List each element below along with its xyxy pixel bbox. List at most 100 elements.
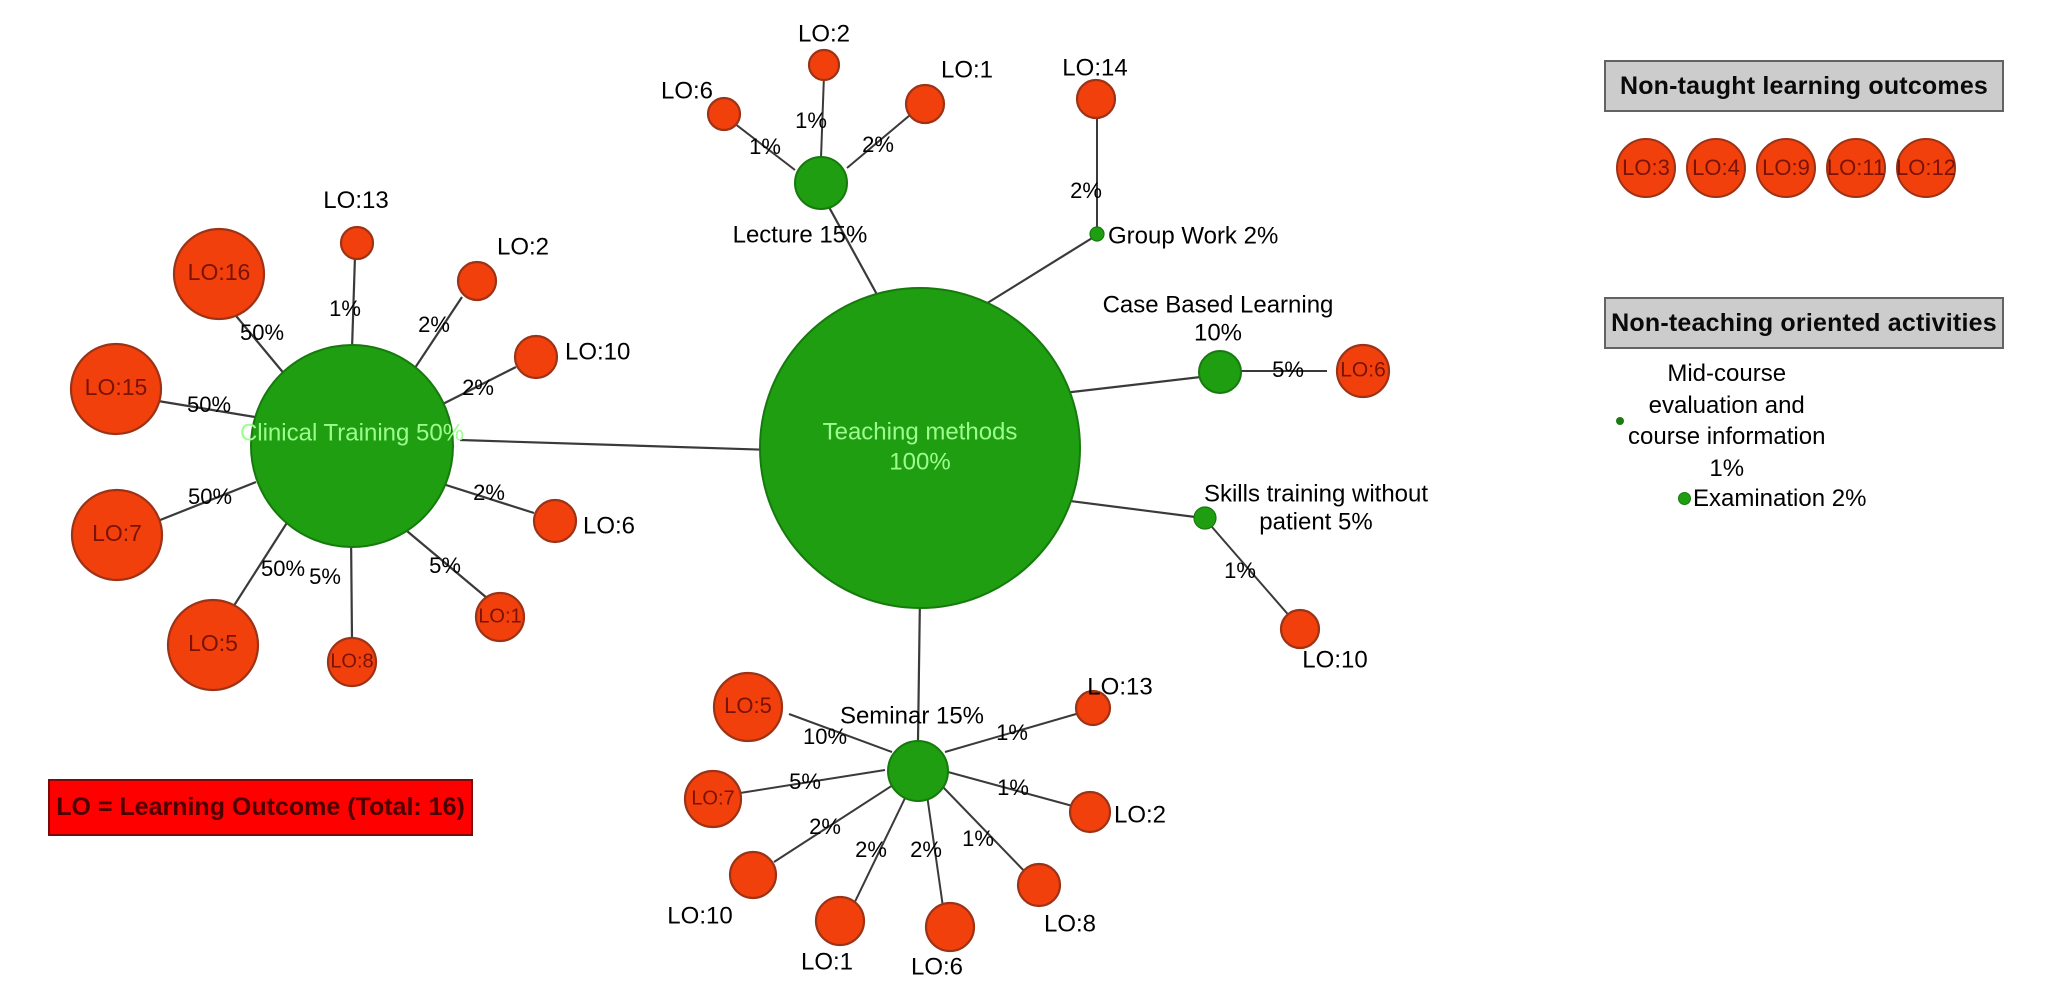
legend-midcourse-line1: Mid-course bbox=[1667, 360, 1787, 387]
node-clinical-training[interactable] bbox=[250, 344, 454, 548]
node-seminar-lo5[interactable] bbox=[712, 671, 784, 743]
edge-center-lecture bbox=[823, 197, 881, 301]
edge-skills-lo10 bbox=[1211, 526, 1293, 620]
legend-midcourse-row: Mid-course evaluation and course informa… bbox=[1616, 358, 1996, 485]
edge-clinical-lo8 bbox=[349, 531, 354, 641]
node-seminar-lo8-label: LO:8 bbox=[1044, 910, 1096, 937]
legend-lo-chip[interactable]: LO:4 bbox=[1686, 138, 1746, 198]
pct-lecture-lo6: 1% bbox=[749, 134, 781, 159]
node-clinical-lo5[interactable] bbox=[166, 598, 260, 692]
green-dot-icon bbox=[1678, 492, 1691, 506]
pct-clinical-lo2: 2% bbox=[418, 312, 450, 337]
node-group-work[interactable] bbox=[1089, 226, 1105, 242]
node-clinical-lo13-label: LO:13 bbox=[323, 187, 388, 214]
legend-lo-chip[interactable]: LO:3 bbox=[1616, 138, 1676, 198]
legend-non-teaching-header: Non-teaching oriented activities bbox=[1604, 297, 2004, 349]
edge-clinical-lo5 bbox=[227, 517, 291, 616]
node-clinical-lo6[interactable] bbox=[532, 498, 578, 544]
node-clinical-lo13[interactable] bbox=[339, 225, 375, 261]
node-lecture-lo1-label: LO:1 bbox=[941, 56, 993, 83]
edge-seminar-lo10 bbox=[773, 784, 894, 863]
node-seminar-label: Seminar 15% bbox=[840, 702, 984, 729]
legend-lo-chip[interactable]: LO:9 bbox=[1756, 138, 1816, 198]
pct-seminar-lo8: 1% bbox=[962, 826, 994, 851]
edge-seminar-lo2 bbox=[947, 771, 1081, 809]
node-seminar-lo2[interactable] bbox=[1068, 790, 1112, 834]
node-case-based-learning[interactable] bbox=[1198, 350, 1242, 394]
node-lecture-lo1[interactable] bbox=[904, 83, 946, 125]
node-clinical-lo10[interactable] bbox=[513, 334, 559, 380]
node-teaching-methods-label-line1: Teaching methods bbox=[823, 418, 1018, 445]
node-seminar-lo7[interactable] bbox=[683, 769, 743, 829]
edge-seminar-lo8 bbox=[941, 785, 1031, 878]
cluster-skills-training: Skills training without patient 5% LO:10… bbox=[1193, 480, 1428, 673]
legend-non-taught-items: LO:3 LO:4 LO:9 LO:11 LO:12 bbox=[1604, 137, 2004, 199]
edge-lecture-lo2 bbox=[820, 74, 825, 159]
pct-clinical-lo16: 50% bbox=[240, 320, 284, 345]
node-skills-training[interactable] bbox=[1193, 506, 1217, 530]
node-clinical-lo1[interactable] bbox=[474, 591, 526, 643]
pct-seminar-lo6: 2% bbox=[910, 837, 942, 862]
node-group-work-label: Group Work 2% bbox=[1108, 222, 1278, 249]
node-seminar-lo1[interactable] bbox=[814, 895, 866, 947]
green-dot-icon bbox=[1616, 417, 1624, 426]
node-clinical-lo15[interactable] bbox=[69, 342, 163, 436]
node-cbl-label-line1: Case Based Learning bbox=[1103, 291, 1334, 318]
legend-midcourse-line3: course information bbox=[1628, 423, 1826, 451]
legend-lo-chip[interactable]: LO:11 bbox=[1826, 138, 1886, 198]
node-seminar-lo2-label: LO:2 bbox=[1114, 801, 1166, 828]
pct-clinical-lo6: 2% bbox=[473, 480, 505, 505]
node-skills-lo10[interactable] bbox=[1279, 608, 1321, 650]
node-seminar-lo13[interactable] bbox=[1074, 689, 1112, 727]
legend-non-taught-header: Non-taught learning outcomes bbox=[1604, 60, 2004, 112]
node-cbl-lo6-label: LO:6 bbox=[1340, 359, 1386, 382]
node-lecture-lo6-label: LO:6 bbox=[661, 77, 713, 104]
node-seminar-lo6-label: LO:6 bbox=[911, 953, 963, 980]
pct-skills-lo10: 1% bbox=[1224, 558, 1256, 583]
pct-seminar-lo7: 5% bbox=[789, 769, 821, 794]
edge-center-clinical bbox=[459, 438, 773, 452]
node-seminar-lo8[interactable] bbox=[1016, 862, 1062, 908]
node-lecture-lo2[interactable] bbox=[807, 48, 841, 82]
pct-cbl-lo6: 5% bbox=[1272, 357, 1304, 382]
node-skills-label-line1: Skills training without bbox=[1204, 480, 1428, 507]
node-clinical-lo2-label: LO:2 bbox=[497, 233, 549, 260]
node-skills-lo10-label: LO:10 bbox=[1302, 646, 1367, 673]
node-clinical-training-label: Clinical Training 50% bbox=[240, 419, 464, 446]
legend-midcourse-line2: evaluation and bbox=[1648, 391, 1805, 419]
pct-clinical-lo13: 1% bbox=[329, 296, 361, 321]
node-seminar-lo6[interactable] bbox=[924, 901, 976, 953]
edge-lecture-lo1 bbox=[846, 109, 917, 169]
lo-legend-box: LO = Learning Outcome (Total: 16) bbox=[48, 779, 473, 836]
legend-midcourse-line4: 1% bbox=[1709, 455, 1745, 483]
node-teaching-methods[interactable] bbox=[759, 287, 1081, 609]
edge-seminar-lo6 bbox=[926, 794, 945, 915]
node-lecture[interactable] bbox=[794, 156, 848, 210]
node-clinical-lo1-label: LO:1 bbox=[478, 605, 521, 627]
node-seminar-lo7-label: LO:7 bbox=[691, 787, 734, 809]
node-clinical-lo8[interactable] bbox=[326, 636, 378, 688]
pct-seminar-lo13: 1% bbox=[996, 720, 1028, 745]
node-lecture-lo6[interactable] bbox=[706, 96, 742, 132]
node-groupwork-lo14[interactable] bbox=[1075, 78, 1117, 120]
pct-clinical-lo8: 5% bbox=[309, 564, 341, 589]
lo-legend-text: LO = Learning Outcome (Total: 16) bbox=[56, 793, 465, 821]
pct-seminar-lo1: 2% bbox=[855, 837, 887, 862]
pct-lecture-lo1: 2% bbox=[862, 132, 894, 157]
node-cbl-lo6[interactable] bbox=[1335, 343, 1391, 399]
pct-clinical-lo10: 2% bbox=[462, 375, 494, 400]
edge-seminar-lo5 bbox=[788, 713, 893, 753]
legend-lo-chip[interactable]: LO:12 bbox=[1896, 138, 1956, 198]
legend-examination-text: Examination 2% bbox=[1693, 485, 1867, 512]
edge-center-seminar bbox=[916, 594, 922, 741]
node-clinical-lo16-label: LO:16 bbox=[188, 259, 251, 285]
pct-clinical-lo1: 5% bbox=[429, 553, 461, 578]
edge-clinical-lo1 bbox=[394, 520, 488, 599]
pct-seminar-lo2: 1% bbox=[997, 775, 1029, 800]
node-clinical-lo7[interactable] bbox=[70, 488, 164, 582]
node-clinical-lo16[interactable] bbox=[172, 227, 266, 321]
node-seminar[interactable] bbox=[887, 740, 949, 802]
node-clinical-lo2[interactable] bbox=[456, 260, 498, 302]
node-seminar-lo10[interactable] bbox=[728, 850, 778, 900]
